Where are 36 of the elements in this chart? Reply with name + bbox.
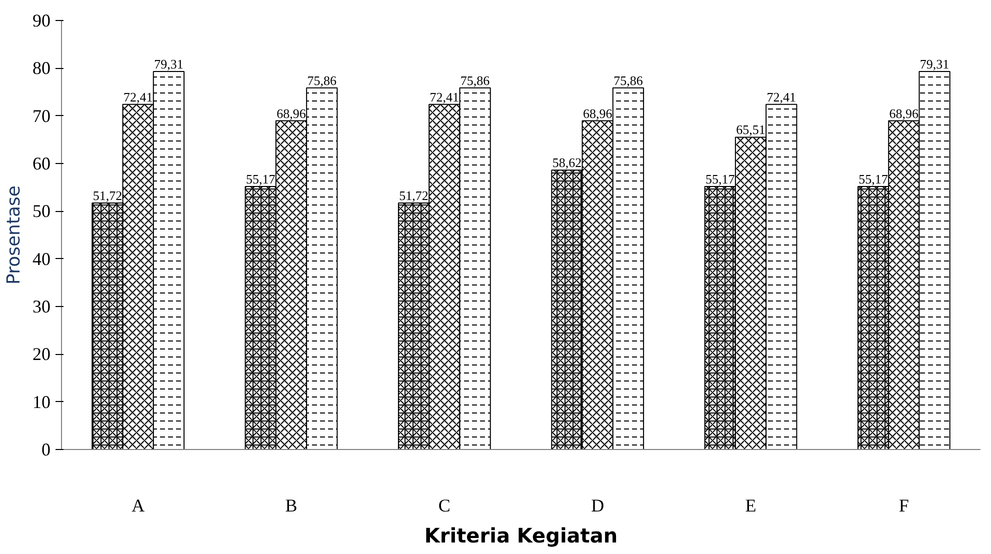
- data-label: 75,86: [307, 72, 338, 88]
- x-tick-label: E: [745, 496, 756, 516]
- y-tick-label: 0: [42, 440, 50, 460]
- data-label: 72,41: [766, 89, 796, 104]
- data-label: 51,72: [92, 188, 122, 203]
- data-label: 72,41: [430, 89, 460, 104]
- data-label: 51,72: [399, 188, 428, 203]
- x-tick-label: A: [132, 496, 145, 516]
- x-tick-label: F: [898, 496, 909, 516]
- x-tick-label: D: [591, 496, 604, 516]
- y-tick-label: 80: [32, 58, 50, 78]
- data-label: 79,31: [154, 56, 184, 72]
- x-axis-title: Kriteria Kegiatan: [424, 524, 618, 548]
- y-tick-label: 30: [32, 296, 50, 316]
- data-label: 68,96: [889, 106, 920, 121]
- y-tick-label: 10: [32, 392, 50, 412]
- data-label: 72,41: [123, 89, 153, 104]
- data-label: 55,17: [858, 172, 888, 187]
- x-tick-label: B: [285, 496, 298, 516]
- y-tick-label: 50: [32, 201, 50, 222]
- data-label: 58,62: [552, 155, 582, 170]
- data-label: 79,31: [920, 56, 950, 72]
- y-tick-label: 40: [32, 248, 50, 269]
- data-label: 55,17: [246, 172, 276, 187]
- x-tick-label: C: [438, 496, 450, 516]
- data-label: 75,86: [460, 72, 490, 88]
- y-tick-label: 60: [32, 154, 50, 174]
- data-label: 68,96: [582, 106, 613, 121]
- y-tick-label: 70: [32, 106, 50, 126]
- data-label: 75,86: [614, 72, 644, 88]
- y-axis-title: Prosentase: [4, 186, 24, 284]
- y-tick-label: 90: [32, 10, 50, 30]
- y-tick-label: 20: [32, 344, 50, 364]
- data-label: 68,96: [276, 106, 306, 121]
- data-label: 65,51: [736, 122, 766, 138]
- data-label: 55,17: [705, 172, 736, 187]
